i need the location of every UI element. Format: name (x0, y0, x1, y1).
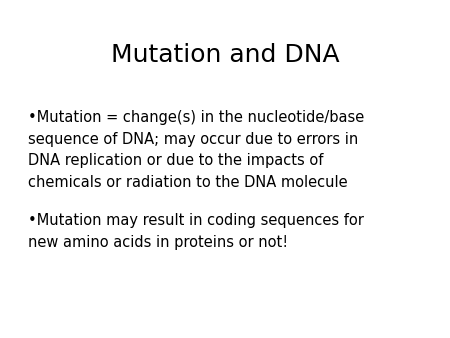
Text: •Mutation = change(s) in the nucleotide/base
sequence of DNA; may occur due to e: •Mutation = change(s) in the nucleotide/… (28, 110, 364, 190)
Text: •Mutation may result in coding sequences for
new amino acids in proteins or not!: •Mutation may result in coding sequences… (28, 213, 364, 249)
Text: Mutation and DNA: Mutation and DNA (111, 43, 339, 67)
